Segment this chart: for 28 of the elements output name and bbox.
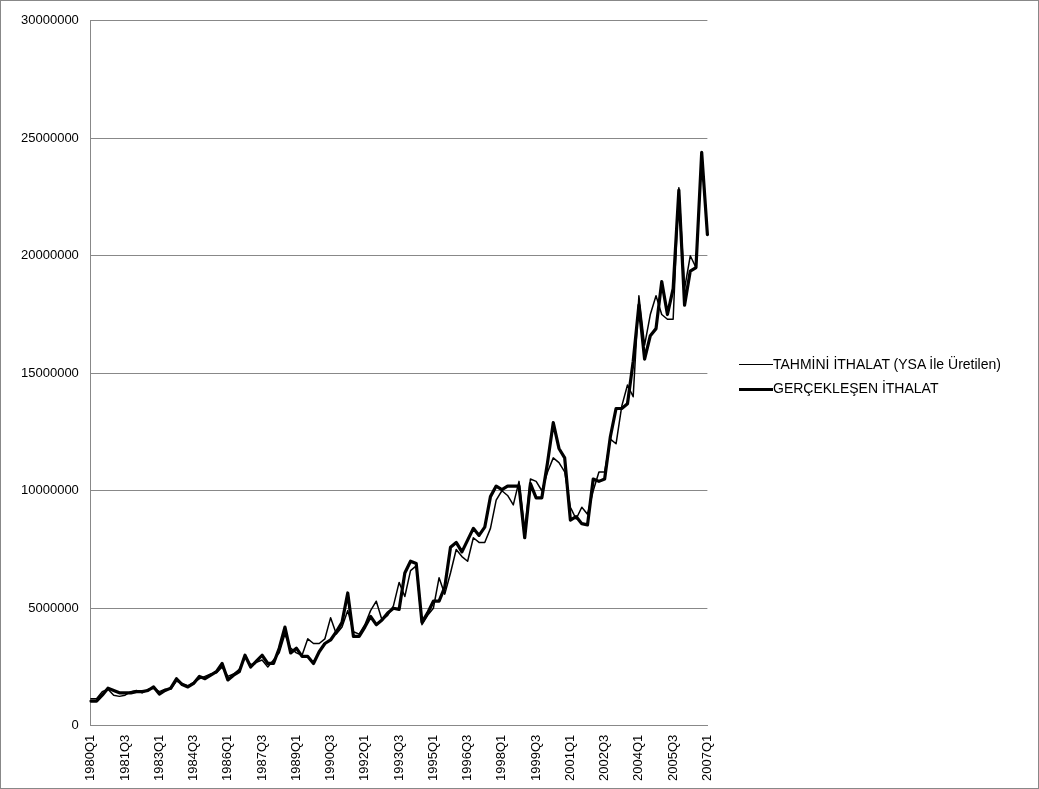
legend-label: TAHMİNİ İTHALAT (YSA İle Üretilen)	[773, 356, 1001, 372]
y-tick-label: 10000000	[21, 482, 79, 498]
x-tick-label: 1999Q3	[527, 734, 543, 781]
x-tick-label: 2001Q1	[561, 734, 577, 781]
x-tick-label: 2005Q3	[664, 734, 680, 781]
x-tick-label: 1990Q3	[322, 734, 338, 781]
x-tick-label: 1993Q3	[390, 734, 406, 781]
y-tick-label: 0	[71, 717, 79, 733]
x-tick-label: 1995Q1	[424, 734, 440, 781]
x-tick-label: 1981Q3	[116, 734, 132, 781]
legend-label: GERÇEKLEŞEN İTHALAT	[773, 380, 939, 396]
x-tick-label: 1989Q1	[287, 734, 303, 781]
y-tick-label: 15000000	[21, 364, 79, 380]
x-tick-label: 1980Q1	[82, 734, 98, 781]
x-tick-label: 2007Q1	[698, 734, 714, 781]
x-tick-label: 2002Q3	[596, 734, 612, 781]
x-tick-label: 1986Q1	[219, 734, 235, 781]
x-tick-label: 1996Q3	[459, 734, 475, 781]
y-tick-label: 25000000	[21, 129, 79, 145]
y-tick-label: 5000000	[28, 599, 79, 615]
x-tick-label: 1998Q1	[493, 734, 509, 781]
y-tick-label: 30000000	[21, 12, 79, 28]
y-tick-label: 20000000	[21, 247, 79, 263]
x-tick-label: 1987Q3	[253, 734, 269, 781]
x-tick-label: 1992Q1	[356, 734, 372, 781]
x-tick-label: 2004Q1	[630, 734, 646, 781]
x-tick-label: 1983Q1	[150, 734, 166, 781]
x-tick-label: 1984Q3	[185, 734, 201, 781]
